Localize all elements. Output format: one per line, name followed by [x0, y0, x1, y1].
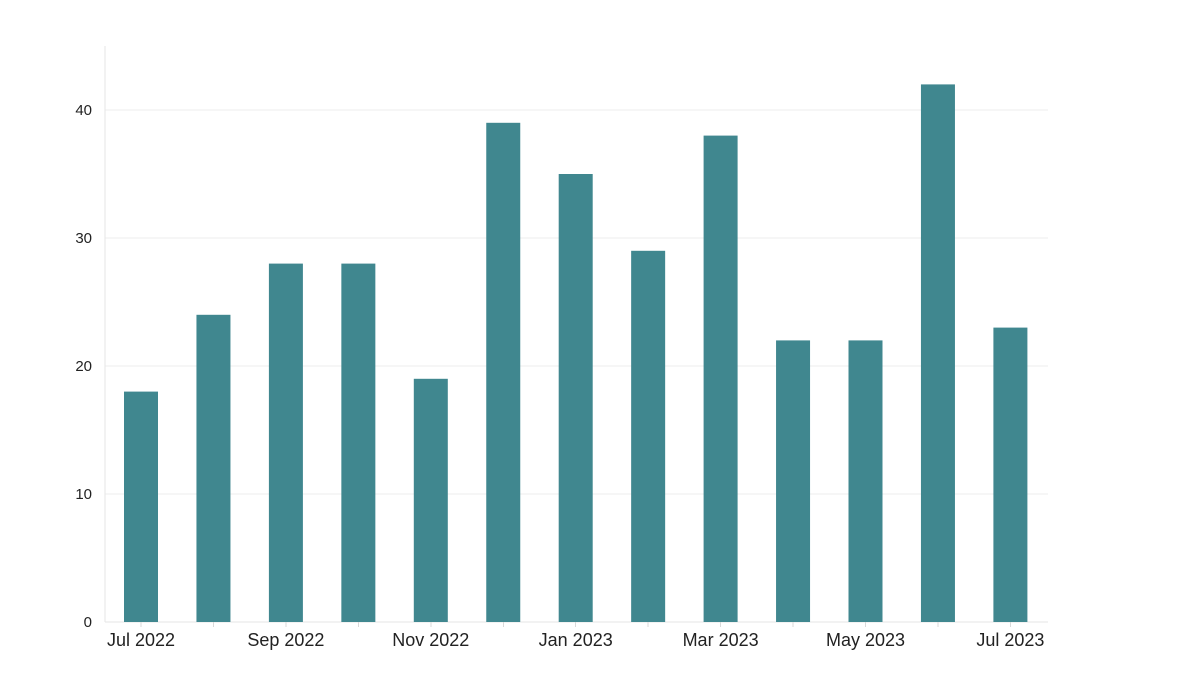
y-tick-label: 20	[75, 358, 92, 375]
x-tick-label: May 2023	[826, 630, 905, 650]
bar	[124, 391, 158, 622]
bar	[631, 250, 666, 623]
bar	[341, 263, 376, 622]
labels-layer: 0 10 20 30 40 Jul 2022 Sep 2022 Nov 2022 Jan 202…	[75, 102, 1044, 650]
bar	[413, 378, 448, 622]
bar	[776, 340, 811, 622]
x-tick-label: Sep 2022	[247, 630, 324, 650]
bar	[196, 314, 231, 622]
bar	[486, 122, 521, 623]
bar	[558, 174, 593, 622]
x-tick-label: Nov 2022	[392, 630, 469, 650]
bar	[993, 327, 1028, 622]
bar	[848, 340, 883, 622]
x-tick-label: Jul 2023	[976, 630, 1044, 650]
x-tick-label: Jan 2023	[539, 630, 613, 650]
bar	[703, 135, 738, 622]
y-tick-label: 0	[84, 614, 92, 631]
bar	[268, 263, 303, 622]
x-tick-label: Mar 2023	[683, 630, 759, 650]
bar	[920, 84, 955, 622]
x-tick-label: Jul 2022	[107, 630, 175, 650]
y-tick-label: 10	[75, 486, 92, 503]
y-tick-label: 30	[75, 230, 92, 247]
bars-layer	[124, 84, 1028, 623]
y-tick-label: 40	[75, 102, 92, 119]
